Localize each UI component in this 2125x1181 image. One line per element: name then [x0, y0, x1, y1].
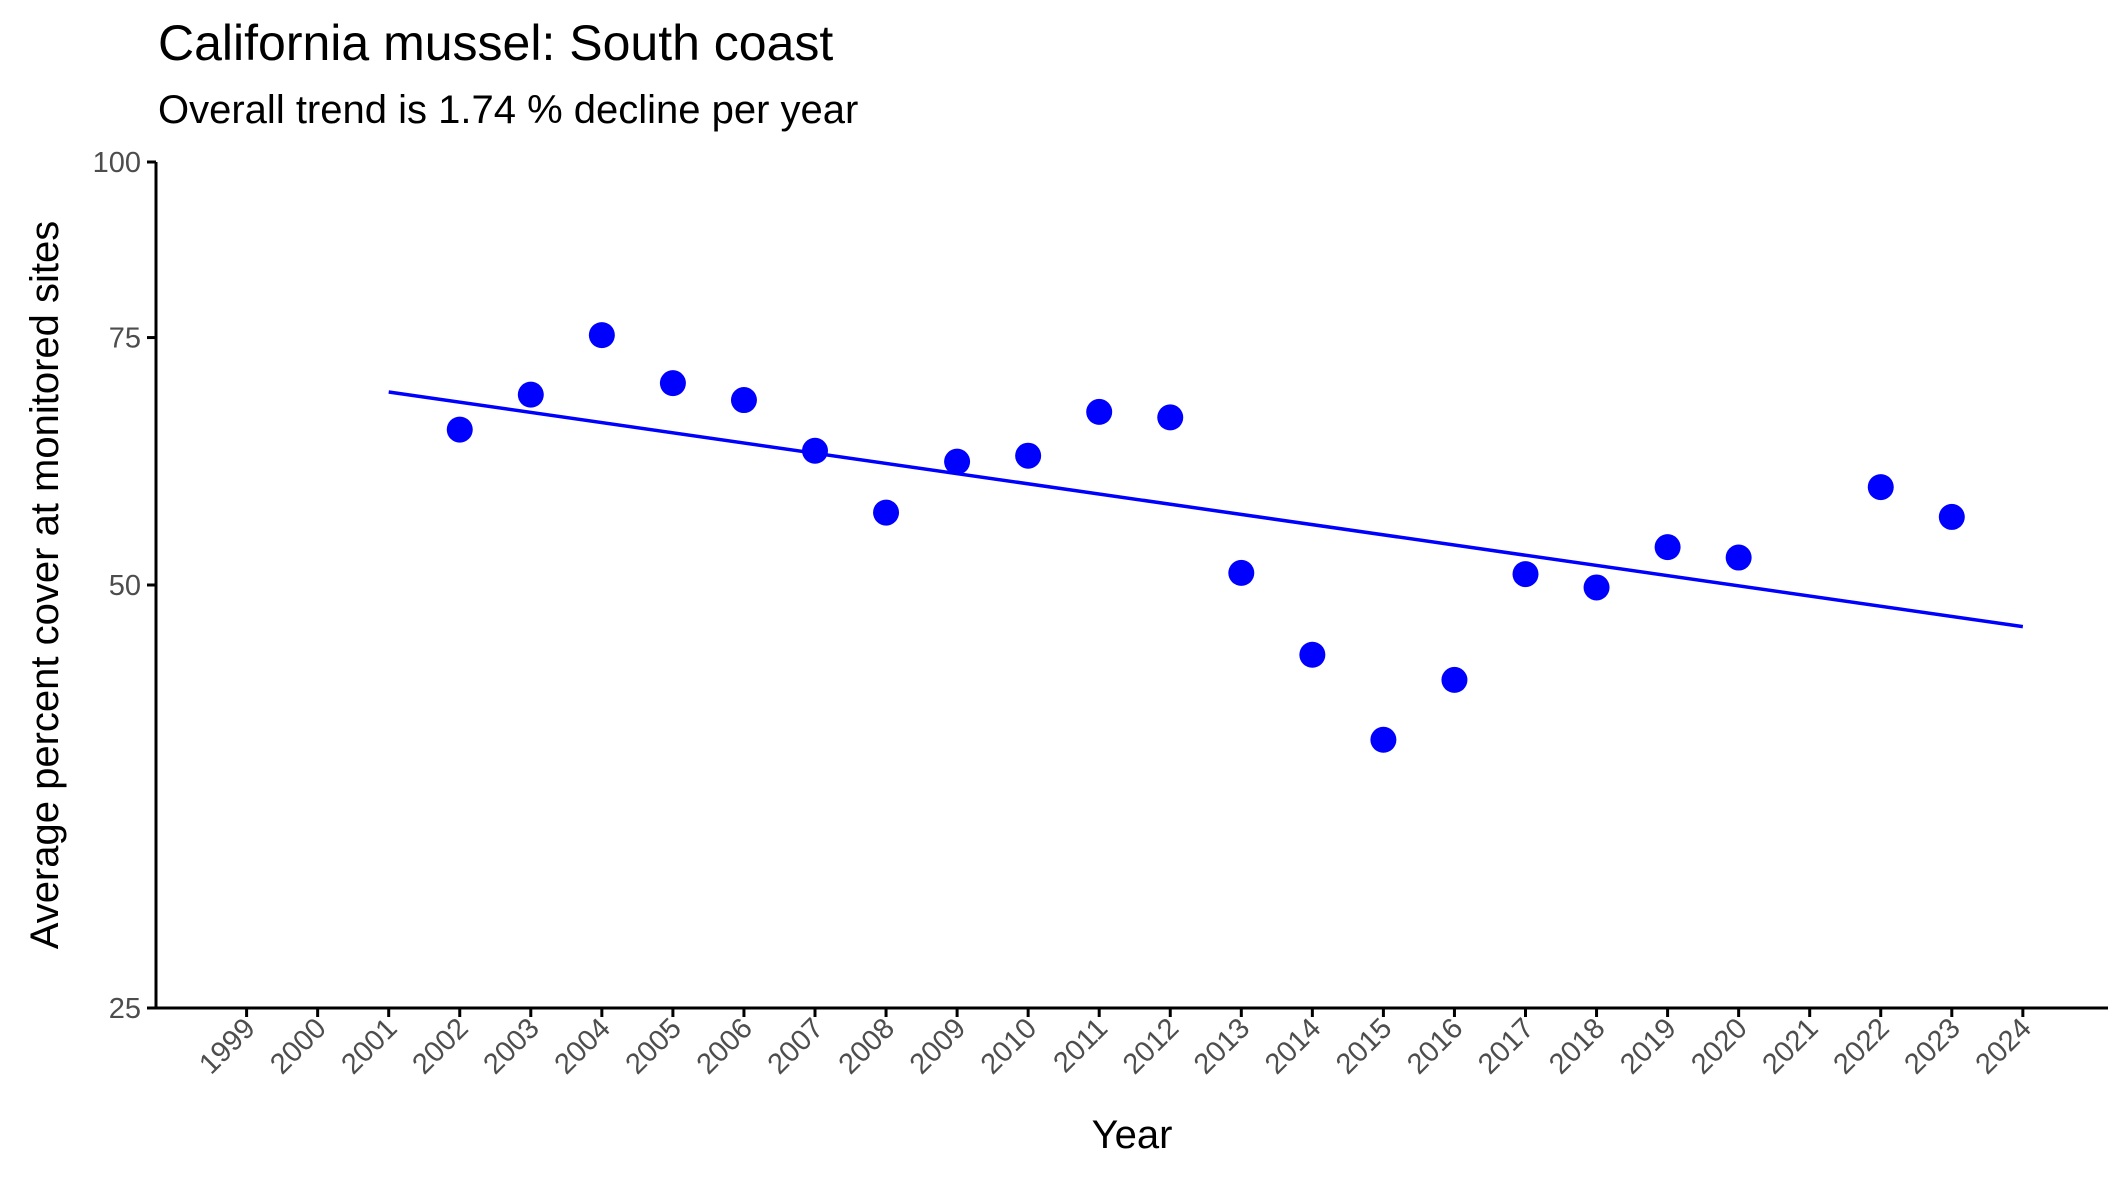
data-point — [802, 437, 828, 464]
x-axis-title: Year — [1092, 1113, 1173, 1157]
data-point — [1583, 574, 1610, 601]
data-point — [873, 499, 900, 526]
data-point — [1015, 442, 1042, 469]
data-point — [1512, 561, 1539, 588]
y-tick-label: 50 — [109, 570, 141, 602]
data-point — [588, 322, 615, 349]
x-tick-label: 2006 — [691, 1012, 759, 1080]
data-point — [1299, 641, 1326, 668]
y-axis-title: Average percent cover at monitored sites — [23, 221, 67, 950]
data-point — [1370, 726, 1397, 753]
x-tick-label: 2008 — [833, 1012, 901, 1080]
x-tick-label: 2012 — [1117, 1012, 1185, 1080]
x-tick-label: 2020 — [1685, 1012, 1753, 1080]
data-point — [1157, 404, 1184, 431]
trend-line — [388, 390, 2024, 629]
x-tick-label: 2017 — [1472, 1012, 1540, 1080]
x-tick-label: 2000 — [264, 1012, 332, 1080]
x-tick-label: 2010 — [975, 1012, 1043, 1080]
x-tick-label: 2015 — [1330, 1012, 1398, 1080]
y-tick-label: 100 — [93, 147, 141, 179]
x-tick-label: 2009 — [904, 1012, 972, 1080]
x-tick-label: 1999 — [193, 1012, 261, 1080]
data-point — [944, 448, 971, 475]
y-tick-label: 25 — [109, 993, 141, 1025]
data-point — [1654, 534, 1681, 561]
x-tick-label: 2011 — [1047, 1012, 1114, 1079]
data-point — [1938, 503, 1965, 530]
chart-title: California mussel: South coast — [158, 15, 834, 71]
chart-subtitle: Overall trend is 1.74 % decline per year — [158, 88, 859, 132]
data-point — [1086, 398, 1113, 425]
x-tick-label: 2023 — [1899, 1012, 1967, 1080]
x-tick-label: 2013 — [1188, 1012, 1256, 1080]
x-tick-label: 2019 — [1614, 1012, 1682, 1080]
x-tick-label: 2016 — [1401, 1012, 1469, 1080]
x-tick-label: 2001 — [335, 1012, 403, 1080]
x-tick-label: 2002 — [406, 1012, 474, 1080]
data-point — [1441, 666, 1468, 693]
y-tick-label: 75 — [109, 323, 141, 355]
data-point — [1228, 559, 1255, 586]
x-tick-label: 2007 — [762, 1012, 830, 1080]
x-tick-label: 2003 — [478, 1012, 546, 1080]
data-point — [446, 416, 473, 443]
x-tick-label: 2005 — [620, 1012, 688, 1080]
data-point — [1867, 474, 1894, 501]
x-tick-label: 2022 — [1827, 1012, 1895, 1080]
data-point — [659, 370, 686, 397]
data-point — [517, 381, 544, 408]
x-tick-label: 2014 — [1259, 1012, 1327, 1080]
x-tick-label: 2018 — [1543, 1012, 1611, 1080]
x-tick-label: 2021 — [1756, 1012, 1824, 1080]
data-point — [1725, 544, 1752, 571]
x-tick-label: 2024 — [1970, 1012, 2038, 1080]
data-point — [730, 387, 757, 414]
x-tick-label: 2004 — [549, 1012, 617, 1080]
